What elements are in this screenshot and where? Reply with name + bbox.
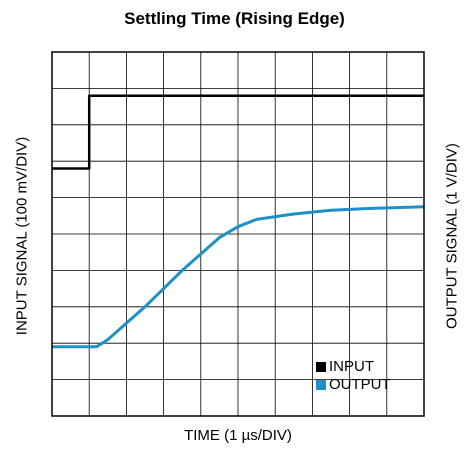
plot-frame — [51, 51, 425, 417]
legend-label-output: OUTPUT — [329, 376, 391, 393]
x-axis-label: TIME (1 µs/DIV) — [184, 427, 292, 444]
y-axis-label-left: INPUT SIGNAL (100 mV/DIV) — [13, 136, 31, 336]
series-line-input — [52, 94, 424, 170]
legend-swatch-input — [316, 362, 326, 372]
chart-legend: INPUT OUTPUT — [316, 358, 391, 394]
chart-series — [52, 94, 425, 349]
y-axis-label-right: OUTPUT SIGNAL (1 V/DIV) — [443, 143, 461, 329]
legend-item-input: INPUT — [316, 358, 391, 376]
legend-swatch-output — [316, 380, 326, 390]
series-line-output — [52, 205, 425, 349]
chart-title: Settling Time (Rising Edge) — [124, 9, 345, 28]
legend-item-output: OUTPUT — [316, 376, 391, 394]
chart-grid — [52, 52, 424, 416]
legend-label-input: INPUT — [329, 358, 374, 375]
